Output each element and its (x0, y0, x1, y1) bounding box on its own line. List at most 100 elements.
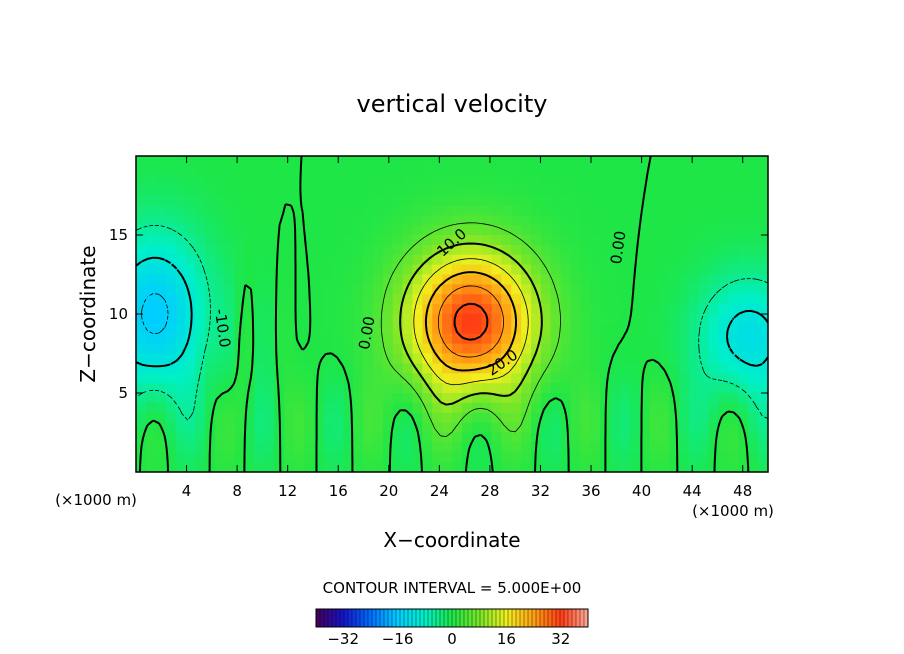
heatmap-cell (501, 165, 512, 177)
heatmap-cell (274, 343, 285, 355)
heatmap-cell (264, 353, 275, 364)
heatmap-cell (649, 462, 660, 472)
heatmap-cell (442, 402, 453, 414)
heatmap-cell (274, 304, 285, 315)
heatmap-cell (343, 343, 354, 355)
heatmap-cell (619, 185, 631, 197)
heatmap-cell (382, 274, 394, 285)
heatmap-cell (363, 304, 374, 315)
heatmap-cell (689, 353, 700, 364)
heatmap-cell (501, 156, 512, 167)
heatmap-cell (669, 294, 680, 305)
heatmap-cell (531, 264, 542, 276)
heatmap-cell (461, 393, 473, 404)
heatmap-cell (165, 215, 177, 226)
heatmap-cell (590, 284, 601, 295)
heatmap-cell (748, 165, 759, 177)
heatmap-cell (639, 284, 651, 295)
heatmap-cell (600, 353, 611, 364)
heatmap-cell (244, 294, 256, 305)
heatmap-cell (550, 373, 562, 384)
heatmap-cell (550, 333, 562, 345)
heatmap-cell (521, 462, 532, 472)
heatmap-cell (175, 442, 186, 453)
heatmap-cell (303, 452, 315, 463)
heatmap-cell (205, 333, 216, 345)
heatmap-cell (175, 353, 186, 364)
heatmap-cell (136, 274, 147, 285)
heatmap-cell (679, 165, 690, 177)
heatmap-cell (531, 274, 542, 285)
heatmap-cell (195, 432, 206, 443)
heatmap-cell (294, 383, 305, 394)
heatmap-cell (402, 304, 414, 315)
colorbar-segment (492, 609, 497, 627)
heatmap-cell (402, 432, 414, 443)
heatmap-cell (185, 452, 196, 463)
heatmap-cell (531, 314, 542, 325)
heatmap-cell (580, 402, 591, 414)
heatmap-cell (511, 402, 522, 414)
heatmap-cell (669, 254, 680, 266)
heatmap-cell (659, 244, 670, 256)
heatmap-cell (422, 274, 433, 285)
heatmap-cell (748, 284, 759, 295)
heatmap-cell (629, 165, 641, 177)
heatmap-cell (718, 205, 730, 216)
heatmap-cell (284, 244, 295, 256)
heatmap-cell (343, 225, 354, 236)
heatmap-cell (353, 205, 364, 216)
heatmap-cell (353, 304, 364, 315)
heatmap-cell (481, 363, 493, 374)
heatmap-cell (708, 422, 720, 434)
y-tick-label: 5 (118, 384, 128, 402)
heatmap-cell (550, 363, 562, 374)
heatmap-cell (570, 353, 581, 364)
heatmap-cell (619, 462, 631, 472)
heatmap-cell (442, 205, 453, 216)
heatmap-cell (600, 284, 611, 295)
heatmap-cell (382, 205, 394, 216)
heatmap-cell (679, 156, 690, 167)
heatmap-cell (649, 373, 660, 384)
heatmap-cell (155, 195, 167, 206)
heatmap-cell (244, 343, 256, 355)
heatmap-cell (244, 156, 256, 167)
colorbar-segment (568, 609, 573, 627)
heatmap-cell (738, 284, 749, 295)
heatmap-cell (540, 333, 552, 345)
heatmap-cell (145, 215, 157, 226)
heatmap-cell (669, 343, 680, 355)
heatmap-cell (758, 244, 768, 256)
heatmap-cell (442, 373, 453, 384)
heatmap-cell (244, 402, 256, 414)
heatmap-cell (224, 452, 236, 463)
heatmap-cell (521, 175, 532, 187)
heatmap-cell (422, 402, 433, 414)
heatmap-cell (748, 195, 759, 206)
heatmap-cell (639, 195, 651, 206)
heatmap-cell (175, 343, 186, 355)
heatmap-cell (748, 383, 759, 394)
heatmap-cell (165, 343, 177, 355)
heatmap-cell (590, 383, 601, 394)
heatmap-cell (382, 264, 394, 276)
heatmap-cell (136, 205, 147, 216)
heatmap-cell (570, 412, 581, 424)
heatmap-cell (501, 254, 512, 266)
heatmap-cell (689, 254, 700, 266)
heatmap-cell (649, 393, 660, 404)
heatmap-cell (363, 175, 374, 187)
colorbar-segment (400, 609, 405, 627)
colorbar-segment (316, 609, 321, 627)
heatmap-cell (689, 175, 700, 187)
heatmap-cell (254, 442, 265, 453)
colorbar-segment (548, 609, 553, 627)
heatmap-cell (175, 165, 186, 177)
heatmap-cell (728, 323, 739, 335)
heatmap-cell (382, 244, 394, 256)
heatmap-cell (689, 442, 700, 453)
heatmap-cell (442, 323, 453, 335)
heatmap-cell (382, 254, 394, 266)
colorbar-segment (376, 609, 381, 627)
